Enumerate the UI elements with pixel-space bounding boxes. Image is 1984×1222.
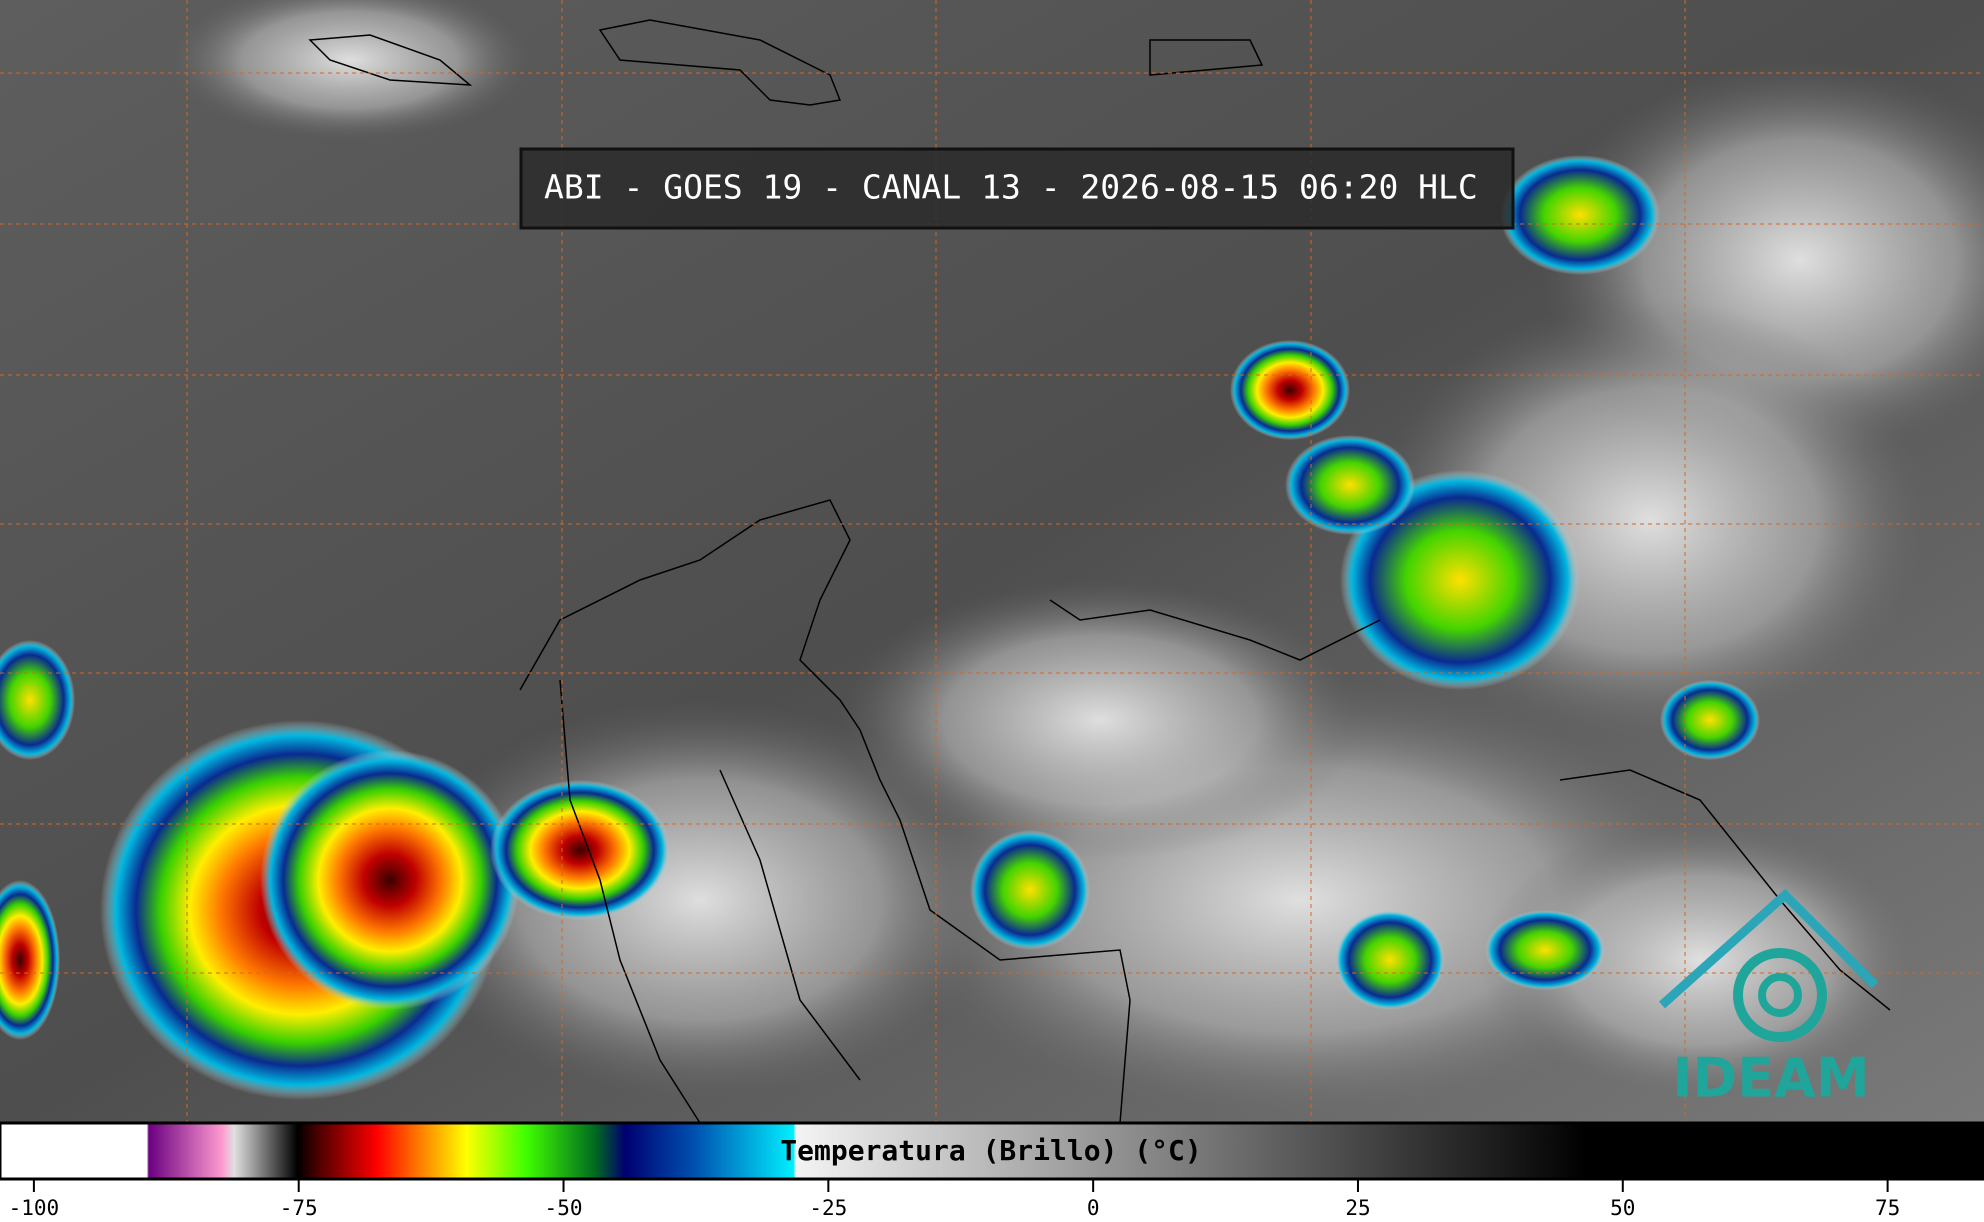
colorbar-tick-label: -50 [545, 1196, 583, 1220]
colorbar [0, 1121, 1984, 1181]
colorbar-tick-label: 0 [1087, 1196, 1100, 1220]
logo-roof [1659, 888, 1879, 1009]
colorbar-tick-label: -75 [280, 1196, 318, 1220]
colorbar-label: Temperatura (Brillo) (°C) [780, 1134, 1201, 1167]
title-box [519, 147, 1515, 230]
colorbar-tick-label: -100 [9, 1196, 60, 1220]
colorbar-tick-label: 50 [1610, 1196, 1635, 1220]
logo-text: IDEAM [1672, 1047, 1869, 1110]
logo: IDEAM [1659, 888, 1879, 1110]
colorbar-tick-label: -25 [809, 1196, 847, 1220]
colorbar-tick-label: 25 [1345, 1196, 1370, 1220]
title: ABI - GOES 19 - CANAL 13 - 2026-08-15 06… [544, 168, 1478, 207]
logo-swirl-inner [1758, 973, 1802, 1017]
storms [0, 155, 1760, 1100]
colorbar-tick-label: 75 [1875, 1196, 1900, 1220]
coastlines [308, 19, 1891, 1124]
logo-swirl [1733, 948, 1827, 1042]
